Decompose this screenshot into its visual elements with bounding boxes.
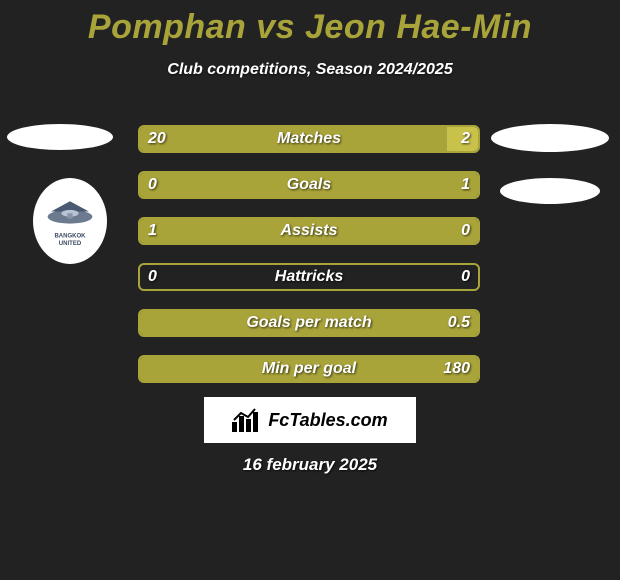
stat-value-left: 0 <box>148 176 157 194</box>
date-text: 16 february 2025 <box>243 455 377 475</box>
stats-bars: 20Matches20Goals11Assists00Hattricks0Goa… <box>138 125 480 401</box>
player1-club-logo: BANGKOK UNITED <box>33 178 107 264</box>
stat-value-right: 180 <box>443 360 470 378</box>
player2-club-logo <box>500 178 600 204</box>
stat-value-right: 1 <box>461 176 470 194</box>
stat-row: 20 Matches 2 <box>138 125 480 153</box>
bar-chart-icon <box>232 408 262 432</box>
stat-label: Goals <box>287 176 331 194</box>
stat-value-right: 0 <box>461 222 470 240</box>
stat-row: 1 Assists 0 <box>138 217 480 245</box>
stat-label: Hattricks <box>275 268 343 286</box>
logo-text: FcTables.com <box>268 410 387 431</box>
stat-value-left: 0 <box>148 268 157 286</box>
stat-row: 0 Hattricks 0 <box>138 263 480 291</box>
stat-label: Assists <box>281 222 338 240</box>
stat-row: Min per goal 180 <box>138 355 480 383</box>
stat-row: 0 Goals 1 <box>138 171 480 199</box>
player1-badge-top <box>7 124 113 150</box>
stat-value-left: 20 <box>148 130 166 148</box>
page-title: Pomphan vs Jeon Hae-Min <box>0 0 620 47</box>
stat-value-right: 0.5 <box>448 314 470 332</box>
club-crest-icon: BANGKOK UNITED <box>33 184 107 258</box>
subtitle: Club competitions, Season 2024/2025 <box>0 61 620 79</box>
stat-value-right: 0 <box>461 268 470 286</box>
stat-label: Min per goal <box>262 360 356 378</box>
stat-value-left: 1 <box>148 222 157 240</box>
player2-badge-top <box>491 124 609 152</box>
stat-row: Goals per match 0.5 <box>138 309 480 337</box>
fctables-logo: FcTables.com <box>204 397 416 443</box>
stat-label: Goals per match <box>246 314 371 332</box>
svg-text:UNITED: UNITED <box>59 241 82 247</box>
svg-text:BANGKOK: BANGKOK <box>54 233 86 239</box>
stat-label: Matches <box>277 130 341 148</box>
stat-value-right: 2 <box>461 130 470 148</box>
